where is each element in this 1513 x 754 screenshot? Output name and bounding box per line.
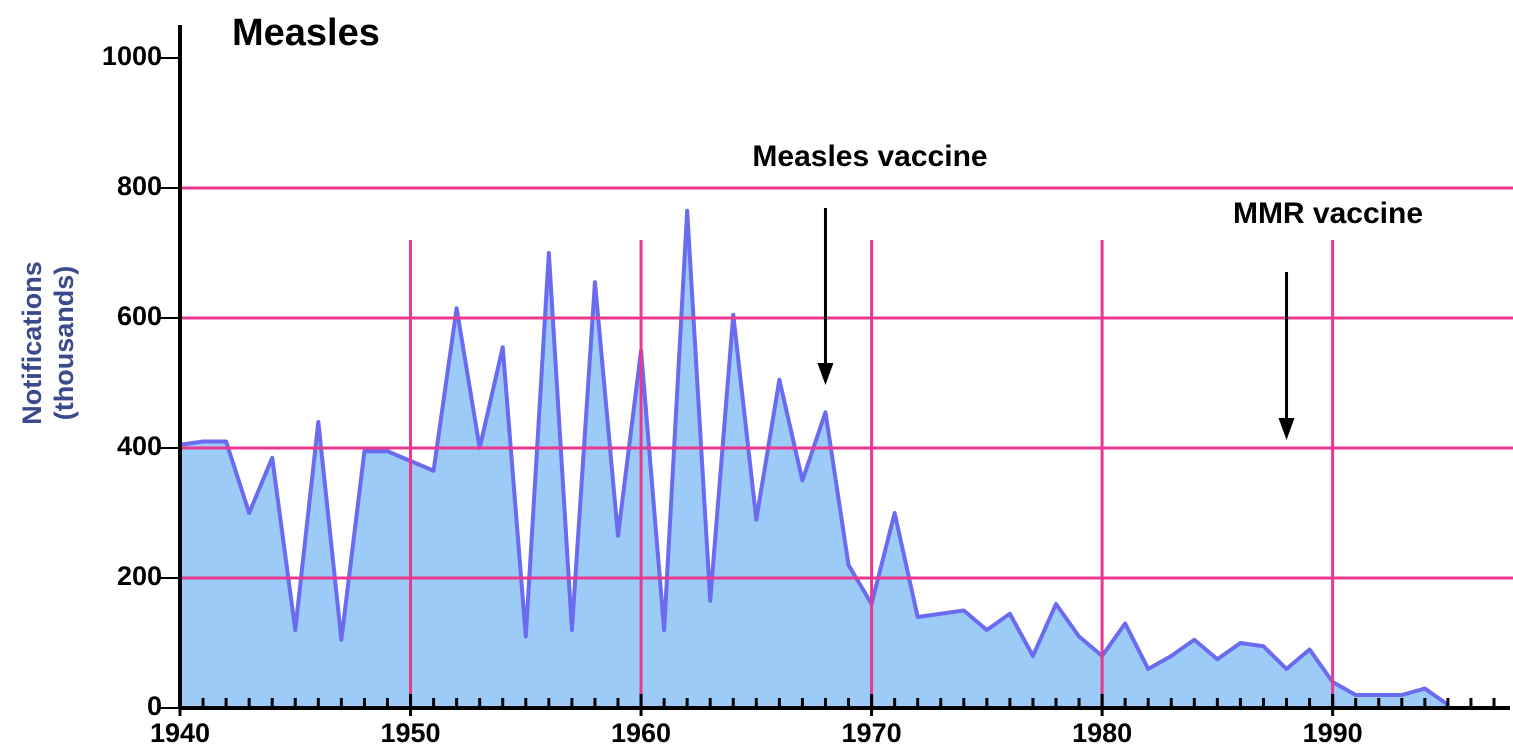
y-tick-label: 600 <box>117 301 162 331</box>
area-line <box>179 208 1450 707</box>
y-tick-label: 0 <box>147 691 162 721</box>
y-tick-label: 1000 <box>102 41 162 71</box>
y-tick-label: 200 <box>117 561 162 591</box>
chart-title: Measles <box>232 12 380 54</box>
y-label: Notifications (thousands) <box>17 261 79 425</box>
x-tick-label: 1940 <box>150 718 210 748</box>
area-fill <box>180 210 1448 708</box>
x-tick-label: 1960 <box>611 718 671 748</box>
y-tick-label: 800 <box>117 171 162 201</box>
annotation: Measles vaccine <box>752 140 987 173</box>
x-tick-label: 1950 <box>380 718 440 748</box>
y-label-line: (thousands) <box>49 266 79 421</box>
y-tick-label: 400 <box>117 431 162 461</box>
arrow-head <box>817 363 834 385</box>
x-tick-label: 1980 <box>1072 718 1132 748</box>
x-tick-label: 1990 <box>1303 718 1363 748</box>
annotation: MMR vaccine <box>1233 197 1423 230</box>
arrow-head <box>1278 418 1295 440</box>
x-tick-label: 1970 <box>842 718 902 748</box>
y-label-line: Notifications <box>17 261 47 425</box>
